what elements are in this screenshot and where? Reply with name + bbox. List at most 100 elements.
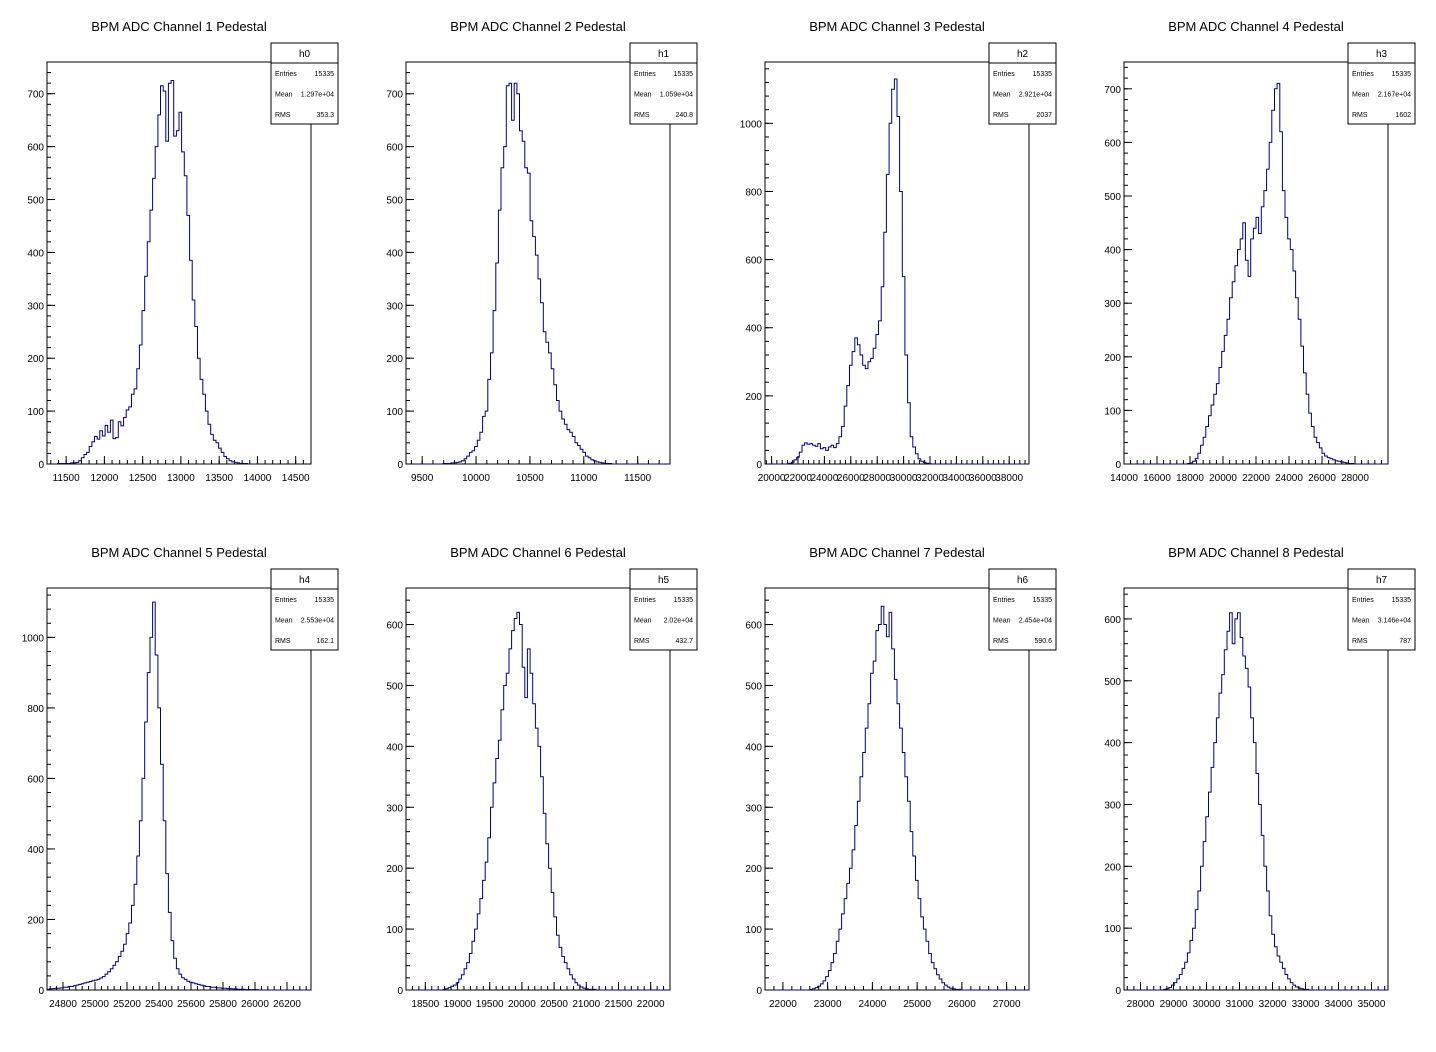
stats-label-mean: Mean	[634, 618, 652, 625]
x-tick-label: 25800	[209, 999, 237, 1010]
y-tick-label: 400	[1104, 246, 1121, 257]
plot-frame	[405, 587, 671, 991]
stats-label-entries: Entries	[1352, 71, 1374, 78]
stats-value-rms: 162.1	[316, 638, 334, 645]
stats-box: h3 Entries 15335 Mean 2.167e+04 RMS 1602	[1347, 42, 1416, 125]
stats-value-mean: 2.454e+04	[1019, 618, 1052, 625]
stats-histogram-name: h4	[299, 575, 311, 586]
x-tick-label: 25000	[903, 999, 931, 1010]
y-tick-label: 0	[38, 460, 44, 471]
y-tick-label: 0	[1115, 986, 1121, 997]
plot-frame	[764, 587, 1030, 991]
y-tick-label: 0	[397, 460, 403, 471]
stats-value-rms: 1602	[1395, 112, 1411, 119]
x-tick-label: 11500	[53, 473, 81, 484]
stats-box: h1 Entries 15335 Mean 1.059e+04 RMS 240.8	[629, 42, 698, 125]
y-tick-label: 0	[397, 986, 403, 997]
x-tick-label: 26000	[241, 999, 269, 1010]
histogram-line-h4	[47, 601, 311, 991]
stats-box-frame	[629, 568, 698, 651]
y-tick-label: 400	[27, 248, 44, 259]
x-tick-label: 13000	[167, 473, 195, 484]
y-tick-label: 200	[386, 354, 403, 365]
stats-label-rms: RMS	[1352, 638, 1368, 645]
y-tick-label: 100	[386, 407, 403, 418]
y-tick-label: 600	[1104, 615, 1121, 626]
x-tick-label: 24800	[49, 999, 77, 1010]
stats-box: h4 Entries 15335 Mean 2.553e+04 RMS 162.1	[270, 568, 339, 651]
chart-title: BPM ADC Channel 1 Pedestal	[91, 19, 267, 34]
stats-label-mean: Mean	[993, 92, 1011, 99]
histogram-panel-h1: BPM ADC Channel 2 Pedestal 9500 10000 10500…	[386, 19, 698, 484]
stats-value-entries: 15335	[674, 71, 694, 78]
stats-value-entries: 15335	[315, 597, 335, 604]
chart-title: BPM ADC Channel 2 Pedestal	[450, 19, 626, 34]
y-tick-label: 500	[386, 681, 403, 692]
x-tick-label: 27000	[993, 999, 1021, 1010]
histogram-line-h3	[1124, 82, 1388, 465]
x-tick-label: 18000	[1176, 473, 1204, 484]
y-tick-label: 400	[386, 742, 403, 753]
y-tick-label: 0	[756, 460, 762, 471]
x-tick-label: 26200	[273, 999, 301, 1010]
x-tick-label: 22000	[637, 999, 665, 1010]
stats-histogram-name: h0	[299, 49, 311, 60]
x-tick-label: 29000	[1160, 999, 1188, 1010]
stats-label-rms: RMS	[1352, 112, 1368, 119]
y-tick-label: 400	[745, 742, 762, 753]
x-tick-label: 10000	[462, 473, 490, 484]
y-tick-label: 300	[1104, 299, 1121, 310]
plot-frame	[764, 61, 1030, 465]
stats-label-entries: Entries	[993, 597, 1015, 604]
stats-label-rms: RMS	[634, 112, 650, 119]
chart-title: BPM ADC Channel 8 Pedestal	[1168, 545, 1344, 560]
histogram-line-h5	[406, 611, 670, 991]
y-tick-label: 500	[1104, 677, 1121, 688]
y-tick-label: 200	[1104, 862, 1121, 873]
histogram-line-h2	[765, 78, 1029, 465]
x-tick-label: 34000	[942, 473, 970, 484]
x-tick-label: 25000	[81, 999, 109, 1010]
y-tick-label: 500	[27, 196, 44, 207]
stats-value-rms: 590.6	[1034, 638, 1052, 645]
stats-label-rms: RMS	[634, 638, 650, 645]
x-tick-label: 20000	[1209, 473, 1237, 484]
x-tick-label: 24000	[1275, 473, 1303, 484]
stats-label-mean: Mean	[275, 618, 293, 625]
y-tick-label: 500	[1104, 192, 1121, 203]
stats-histogram-name: h2	[1017, 49, 1029, 60]
x-tick-label: 21500	[605, 999, 633, 1010]
stats-value-rms: 787	[1399, 638, 1411, 645]
x-tick-label: 20000	[508, 999, 536, 1010]
stats-value-rms: 240.8	[675, 112, 693, 119]
y-tick-label: 600	[386, 143, 403, 154]
y-tick-label: 600	[1104, 138, 1121, 149]
stats-label-entries: Entries	[275, 71, 297, 78]
y-tick-label: 200	[386, 864, 403, 875]
y-tick-label: 300	[1104, 800, 1121, 811]
stats-value-entries: 15335	[1392, 71, 1412, 78]
stats-value-rms: 353.3	[316, 112, 334, 119]
y-tick-label: 0	[756, 986, 762, 997]
x-tick-label: 22000	[769, 999, 797, 1010]
x-tick-label: 13500	[205, 473, 233, 484]
stats-label-entries: Entries	[634, 71, 656, 78]
y-tick-label: 1000	[740, 119, 763, 130]
histogram-line-h7	[1124, 612, 1388, 991]
x-tick-label: 24000	[858, 999, 886, 1010]
x-tick-label: 20500	[540, 999, 568, 1010]
y-tick-label: 400	[1104, 739, 1121, 750]
x-tick-label: 12000	[90, 473, 118, 484]
x-tick-label: 38000	[995, 473, 1023, 484]
stats-label-entries: Entries	[1352, 597, 1374, 604]
y-tick-label: 300	[745, 803, 762, 814]
stats-value-mean: 3.146e+04	[1378, 618, 1411, 625]
stats-box-frame	[629, 42, 698, 125]
y-tick-label: 100	[1104, 406, 1121, 417]
y-tick-label: 1000	[22, 633, 45, 644]
y-tick-label: 300	[386, 803, 403, 814]
x-tick-label: 28000	[863, 473, 891, 484]
x-tick-label: 25600	[177, 999, 205, 1010]
x-tick-label: 28000	[1127, 999, 1155, 1010]
chart-title: BPM ADC Channel 7 Pedestal	[809, 545, 985, 560]
